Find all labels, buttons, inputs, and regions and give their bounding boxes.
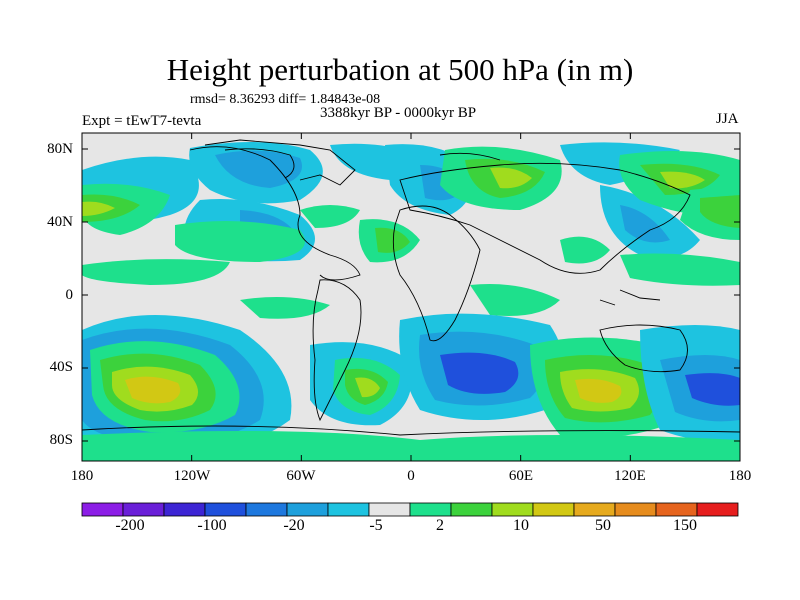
pos-region (560, 236, 610, 264)
lat-label: 80N (47, 141, 73, 157)
colorbar-label: 2 (436, 517, 444, 534)
colorbar-label: -200 (115, 517, 145, 534)
colorbar-label: -5 (369, 517, 383, 534)
coastline (392, 205, 481, 342)
neg-region (215, 150, 302, 188)
contour-field (82, 133, 740, 461)
coastlines (82, 139, 740, 436)
colorbar-box (532, 502, 575, 517)
colorbar (81, 502, 739, 517)
colorbar-box (491, 502, 534, 517)
pos-region (82, 259, 230, 285)
colorbar-label: -20 (283, 517, 305, 534)
pos-region (355, 377, 380, 398)
season-label: JJA (716, 111, 739, 127)
lon-label: 120W (173, 468, 211, 484)
pos-region (620, 253, 740, 286)
colorbar-label: -100 (197, 517, 227, 534)
colorbar-box (655, 502, 698, 517)
colorbar-box (450, 502, 493, 517)
colorbar-box (368, 502, 411, 517)
neg-region (440, 352, 519, 394)
colorbar-box (327, 502, 370, 517)
pos-region (300, 205, 360, 228)
lon-label: 60E (508, 468, 534, 484)
lat-label: 40N (47, 214, 73, 230)
colorbar-box (409, 502, 452, 517)
pos-region (490, 167, 532, 189)
coastline (599, 324, 688, 373)
colorbar-label: 150 (673, 517, 697, 534)
pos-region (575, 378, 622, 403)
pos-region (700, 195, 740, 228)
lon-label: 180 (728, 468, 752, 484)
lon-label: 180 (70, 468, 94, 484)
pos-region (240, 296, 330, 319)
period-label: 3388kyr BP - 0000kyr BP (320, 105, 477, 121)
pos-region (470, 284, 560, 316)
coastline (312, 279, 362, 422)
plot-title: Height perturbation at 500 hPa (in m) (166, 52, 634, 87)
colorbar-box (614, 502, 657, 517)
lat-label: 80S (49, 432, 73, 448)
colorbar-box (286, 502, 329, 517)
neg-region (620, 205, 670, 243)
coastline (399, 162, 691, 274)
lon-label: 0 (407, 468, 415, 484)
neg-region (685, 373, 740, 406)
rmsd-diff-stats: rmsd= 8.36293 diff= 1.84843e-08 (190, 92, 381, 107)
lon-label: 120E (614, 468, 646, 484)
colorbar-box (245, 502, 288, 517)
axis-ticks (81, 133, 741, 461)
coastline (599, 289, 661, 306)
colorbar-box (573, 502, 616, 517)
lat-label: 40S (49, 359, 73, 375)
coastline (189, 146, 361, 281)
colorbar-label: 10 (513, 517, 529, 534)
colorbar-label: 50 (595, 517, 611, 534)
pos-region (82, 431, 740, 461)
pos-region (175, 221, 305, 262)
experiment-label: Expt = tEwT7-tevta (82, 113, 202, 129)
colorbar-box (81, 502, 124, 517)
pos-region (660, 171, 705, 189)
coastline (224, 148, 295, 179)
coastline (439, 152, 501, 161)
colorbar-box (204, 502, 247, 517)
lat-label: 0 (65, 287, 74, 303)
lon-label: 60W (286, 468, 316, 484)
colorbar-box (122, 502, 165, 517)
pos-region (125, 376, 181, 404)
pos-region (375, 227, 410, 253)
pos-region (82, 201, 115, 216)
colorbar-box (696, 502, 739, 517)
colorbar-box (163, 502, 206, 517)
coastline (82, 425, 740, 436)
coastline (204, 139, 356, 186)
